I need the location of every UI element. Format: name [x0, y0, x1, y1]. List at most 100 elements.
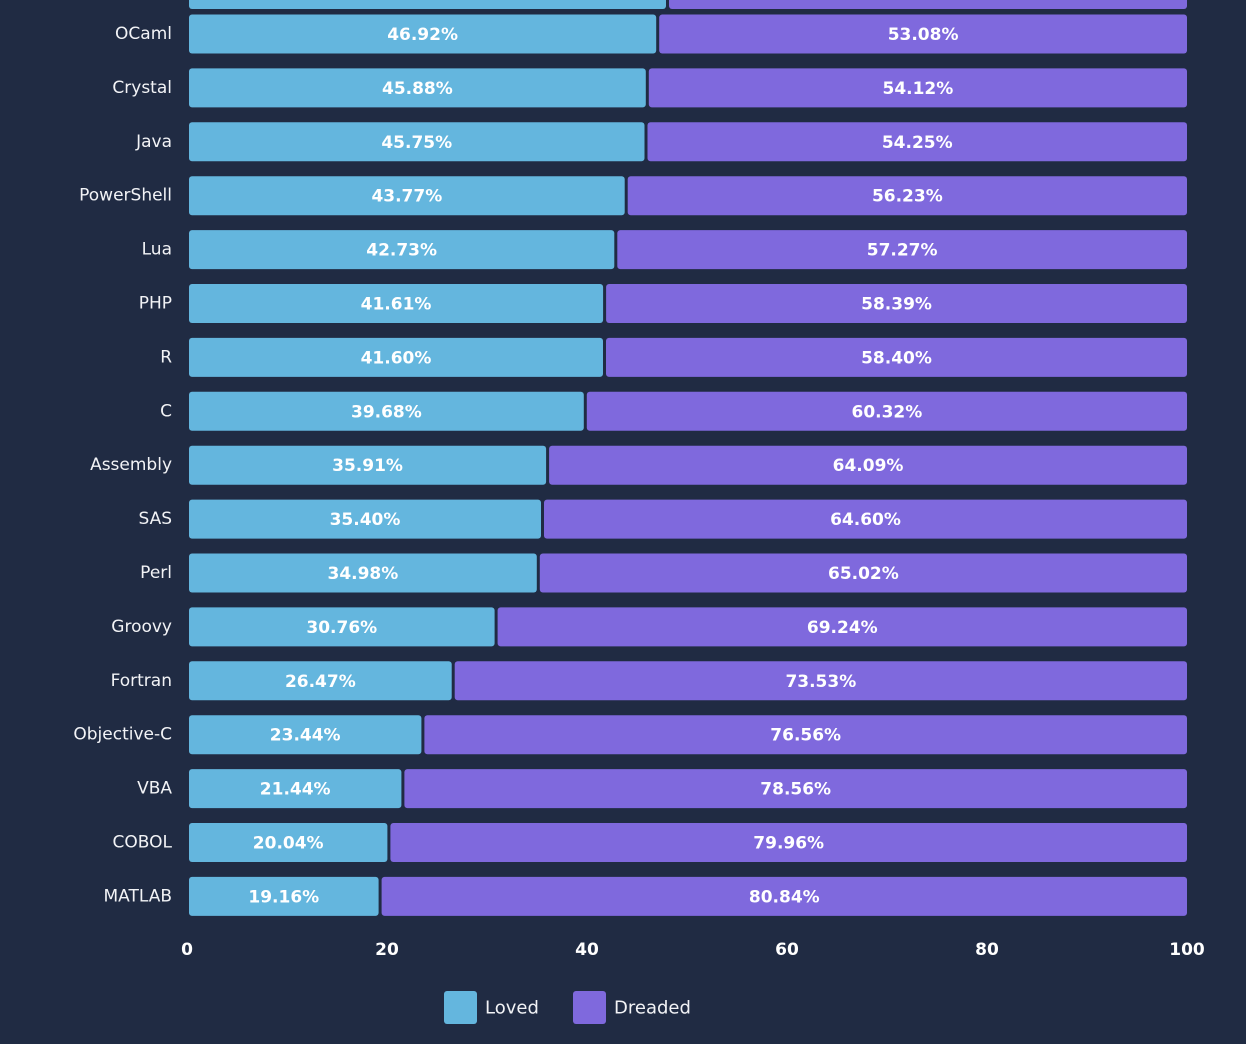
- data-label-loved: 20.04%: [253, 834, 324, 854]
- data-label-loved: 35.40%: [330, 510, 401, 530]
- data-label-dreaded: 54.25%: [882, 133, 953, 153]
- data-label-loved: 30.76%: [306, 618, 377, 638]
- bar-segment-loved: [189, 337, 603, 377]
- bar-row-cobol: COBOL 20.04% 79.96%: [113, 823, 1187, 862]
- x-axis: 0 20 40 60 80 100: [181, 940, 1205, 960]
- bar-row-crystal: Crystal 45.88% 54.12%: [112, 68, 1187, 108]
- bar-row-matlab: MATLAB 19.16% 80.84%: [103, 876, 1188, 916]
- bar-row-powershell: PowerShell 43.77% 56.23%: [79, 176, 1187, 216]
- bar-segment-loved: [189, 391, 584, 431]
- data-label-dreaded: 58.40%: [861, 348, 932, 368]
- legend-label: Dreaded: [614, 998, 691, 1019]
- legend: Loved Dreaded: [444, 991, 691, 1024]
- bar-row-fortran: Fortran 26.47% 73.53%: [111, 661, 1187, 701]
- x-tick-label: 60: [775, 940, 799, 960]
- data-label-dreaded: 60.32%: [851, 402, 922, 422]
- data-label-loved: 42.73%: [366, 241, 437, 261]
- bar-segment-loved: [189, 661, 452, 701]
- bar-segment-loved: [189, 0, 666, 9]
- data-label-loved: 39.68%: [351, 402, 422, 422]
- bar-segment-dreaded: [549, 445, 1187, 485]
- category-label: Crystal: [112, 78, 172, 98]
- bar-segment-loved: [189, 499, 541, 539]
- x-tick-label: 80: [975, 940, 999, 960]
- data-label-dreaded: 64.09%: [833, 456, 904, 476]
- category-label: Objective-C: [73, 725, 172, 745]
- data-label-loved: 43.77%: [371, 187, 442, 207]
- category-label: COBOL: [113, 833, 173, 853]
- bar-segment-dreaded: [539, 553, 1187, 593]
- legend-swatch: [444, 991, 477, 1024]
- bar-segment-loved: [189, 715, 422, 755]
- bar-segment-loved: [189, 122, 645, 162]
- bars-layer: OCaml 46.92% 53.08% Crystal 45.88% 54.12% Java…: [73, 0, 1188, 916]
- data-label-loved: 21.44%: [260, 780, 331, 800]
- bar-segment-dreaded: [381, 876, 1188, 916]
- data-label-loved: 41.60%: [361, 348, 432, 368]
- bar-row-groovy: Groovy 30.76% 69.24%: [111, 607, 1188, 647]
- data-label-loved: 46.92%: [387, 25, 458, 45]
- data-label-dreaded: 54.12%: [882, 79, 953, 99]
- category-label: Java: [135, 132, 172, 152]
- data-label-dreaded: 56.23%: [872, 187, 943, 207]
- bar-segment-dreaded: [606, 284, 1187, 323]
- data-label-dreaded: 69.24%: [807, 618, 878, 638]
- bar-row-r: R 41.60% 58.40%: [160, 337, 1187, 377]
- bar-segment-dreaded: [390, 823, 1187, 862]
- bar-segment-dreaded: [544, 499, 1187, 539]
- x-tick-label: 100: [1169, 940, 1205, 960]
- bar-segment-loved: [189, 876, 379, 916]
- bar-row-perl: Perl 34.98% 65.02%: [140, 553, 1187, 593]
- bar-segment-dreaded: [659, 14, 1187, 54]
- data-label-dreaded: 58.39%: [861, 295, 932, 315]
- bar-segment-dreaded: [647, 122, 1187, 162]
- legend-swatch: [573, 991, 606, 1024]
- legend-item-dreaded[interactable]: Dreaded: [573, 991, 691, 1024]
- bar-segment-loved: [189, 230, 615, 270]
- bar-row-ocaml: OCaml 46.92% 53.08%: [115, 14, 1187, 54]
- legend-label: Loved: [485, 998, 539, 1019]
- data-label-loved: 23.44%: [270, 726, 341, 746]
- data-label-dreaded: 79.96%: [753, 834, 824, 854]
- category-label: MATLAB: [103, 886, 172, 906]
- bar-segment-loved: [189, 284, 604, 323]
- data-label-dreaded: 53.08%: [888, 25, 959, 45]
- bar-segment-dreaded: [648, 68, 1187, 108]
- category-label: OCaml: [115, 24, 172, 44]
- category-label: Assembly: [90, 455, 172, 475]
- category-label: Perl: [140, 563, 172, 583]
- bar-segment-dreaded: [669, 0, 1187, 9]
- bar-segment-dreaded: [606, 337, 1187, 377]
- bar-row-sas: SAS 35.40% 64.60%: [138, 499, 1187, 539]
- bar-segment-loved: [189, 68, 646, 108]
- category-label: Fortran: [111, 671, 172, 691]
- data-label-dreaded: 78.56%: [760, 780, 831, 800]
- category-label: VBA: [137, 779, 172, 799]
- bar-row-java: Java 45.75% 54.25%: [135, 122, 1187, 162]
- bar-segment-dreaded: [586, 391, 1187, 431]
- category-label: PowerShell: [79, 186, 172, 206]
- bar-segment-dreaded: [454, 661, 1187, 701]
- bar-segment-loved: [189, 553, 537, 593]
- category-label: C: [160, 401, 172, 421]
- bar-segment-dreaded: [617, 230, 1187, 270]
- bar-row-assembly: Assembly 35.91% 64.09%: [90, 445, 1187, 485]
- x-tick-label: 40: [575, 940, 599, 960]
- x-tick-label: 0: [181, 940, 193, 960]
- bar-segment-loved: [189, 823, 388, 862]
- data-label-dreaded: 73.53%: [785, 672, 856, 692]
- legend-item-loved[interactable]: Loved: [444, 991, 539, 1024]
- data-label-loved: 19.16%: [248, 887, 319, 907]
- bar-row-objective-c: Objective-C 23.44% 76.56%: [73, 715, 1187, 755]
- data-label-dreaded: 65.02%: [828, 564, 899, 584]
- data-label-dreaded: 80.84%: [749, 887, 820, 907]
- bar-segment-dreaded: [497, 607, 1188, 647]
- bar-segment-loved: [189, 607, 495, 647]
- bar-row-lua: Lua 42.73% 57.27%: [142, 230, 1187, 270]
- bar-row-php: PHP 41.61% 58.39%: [139, 284, 1187, 323]
- bar-segment-loved: [189, 445, 547, 485]
- data-label-loved: 45.88%: [382, 79, 453, 99]
- category-label: Groovy: [111, 617, 172, 637]
- data-label-dreaded: 57.27%: [867, 241, 938, 261]
- x-tick-label: 20: [375, 940, 399, 960]
